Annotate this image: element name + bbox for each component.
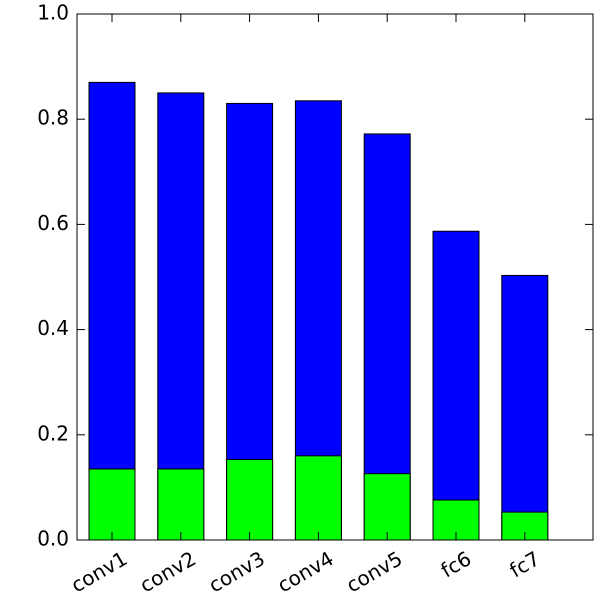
bar [501, 274, 549, 541]
x-tick-label: conv2 [136, 546, 200, 597]
y-tick-label: 0.2 [37, 421, 69, 445]
y-tick-label: 0.6 [37, 211, 69, 235]
x-tick-label: fc6 [437, 546, 476, 582]
bar [363, 473, 411, 541]
x-tick-label: conv5 [342, 546, 406, 597]
x-tick-label: conv4 [273, 546, 337, 597]
y-tick-label: 0.4 [37, 316, 69, 340]
bar [226, 459, 274, 541]
bar [88, 468, 136, 541]
bar [294, 455, 342, 541]
x-tick-label: conv3 [204, 546, 268, 597]
x-tick-label: fc7 [505, 546, 544, 582]
x-tick-label: conv1 [67, 546, 131, 597]
plot-frame [76, 13, 594, 541]
y-tick-label: 0.8 [37, 106, 69, 130]
bar [157, 468, 205, 541]
bar [157, 92, 205, 541]
y-tick-label: 0.0 [37, 527, 69, 551]
bar [88, 81, 136, 541]
bar [432, 230, 480, 541]
bar [363, 133, 411, 541]
y-tick-label: 1.0 [37, 1, 69, 25]
